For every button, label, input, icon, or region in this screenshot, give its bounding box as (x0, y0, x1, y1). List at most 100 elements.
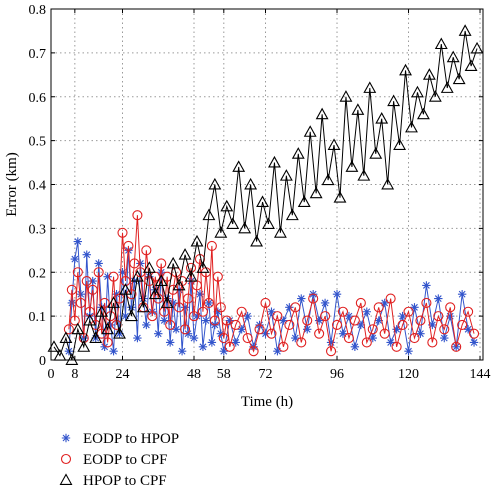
data-point (250, 234, 264, 247)
y-tick-label: 0.7 (29, 47, 47, 62)
data-point (428, 90, 442, 102)
data-point (469, 328, 480, 339)
data-point (112, 289, 121, 299)
data-point (386, 338, 395, 347)
data-point (125, 309, 138, 322)
legend-marker (59, 473, 73, 485)
data-point (87, 284, 98, 295)
data-point (185, 262, 197, 273)
data-point (224, 341, 235, 352)
axes: 0 8 24 48 58 72 96 120 144 0 0.1 0.2 0.3 0.4 0.5 0.6 0.7… (29, 3, 491, 382)
data-point (214, 226, 228, 238)
data-point (142, 320, 151, 330)
data-point (107, 296, 121, 308)
data-point (70, 254, 80, 264)
data-point (183, 329, 193, 338)
data-point (362, 307, 372, 316)
data-point (76, 289, 85, 299)
data-point (156, 258, 167, 269)
data-point (291, 147, 305, 159)
data-point (331, 319, 343, 330)
data-point (296, 337, 307, 348)
x-tick-label: 120 (398, 367, 419, 382)
data-point (344, 311, 354, 321)
data-point (165, 319, 176, 330)
x-tick-label: 24 (116, 367, 130, 382)
data-point (409, 333, 420, 344)
data-point (47, 340, 61, 352)
data-point (440, 333, 449, 343)
data-point (457, 289, 467, 299)
data-point (157, 268, 166, 277)
data-point (171, 325, 181, 334)
data-point (113, 327, 126, 339)
series-hpop-to-cpf (47, 24, 484, 365)
data-point (180, 303, 190, 312)
data-point (285, 303, 294, 312)
data-point (220, 199, 234, 212)
data-point (434, 294, 443, 303)
data-point (99, 297, 110, 309)
data-point (136, 300, 150, 313)
data-point (212, 271, 223, 282)
data-point (148, 287, 162, 300)
data-point (380, 298, 389, 308)
data-point (242, 333, 253, 344)
y-tick-label: 0.5 (29, 135, 47, 150)
data-point (219, 347, 228, 356)
data-point (198, 342, 208, 352)
data-point (439, 324, 450, 335)
data-point (267, 307, 276, 316)
data-point (351, 103, 365, 115)
data-point (89, 331, 103, 344)
data-point (256, 195, 269, 207)
data-point (398, 311, 407, 321)
data-point (63, 324, 74, 335)
data-point (75, 297, 86, 309)
data-point (254, 324, 265, 335)
data-point (314, 316, 324, 325)
data-point (411, 85, 424, 98)
data-point (160, 296, 174, 308)
data-point (428, 320, 437, 330)
data-point (67, 298, 77, 308)
data-point (83, 313, 97, 326)
data-point (363, 81, 377, 93)
data-point (357, 169, 371, 181)
data-point (379, 328, 390, 339)
data-point (178, 248, 192, 260)
data-point (154, 274, 168, 286)
data-point (403, 306, 414, 317)
data-point (66, 284, 77, 295)
x-tick-label: 144 (470, 367, 491, 382)
y-tick-label: 0.8 (29, 3, 47, 18)
legend-marker (60, 453, 72, 465)
data-point (188, 311, 200, 322)
y-axis-label: Error (km) (4, 152, 20, 217)
data-point (374, 316, 383, 325)
data-point (272, 311, 283, 322)
data-point (260, 297, 271, 309)
data-point (230, 319, 241, 330)
x-tick-label: 0 (48, 367, 55, 382)
data-point (162, 271, 173, 282)
x-tick-label: 48 (187, 367, 201, 382)
data-point (337, 306, 349, 317)
data-point (397, 319, 408, 330)
data-point (132, 210, 143, 221)
data-point (368, 333, 377, 343)
data-point (69, 315, 80, 326)
data-point (182, 293, 194, 304)
legend-item: HPOP to CPF (59, 473, 167, 489)
data-point (458, 24, 472, 36)
data-point (197, 306, 208, 317)
data-point (415, 315, 426, 326)
data-point (160, 316, 169, 325)
data-point (279, 316, 288, 325)
data-point (284, 319, 295, 330)
data-point (452, 72, 466, 85)
data-point (59, 331, 73, 344)
data-point (332, 289, 342, 299)
data-point (416, 329, 425, 338)
data-point (278, 341, 289, 352)
